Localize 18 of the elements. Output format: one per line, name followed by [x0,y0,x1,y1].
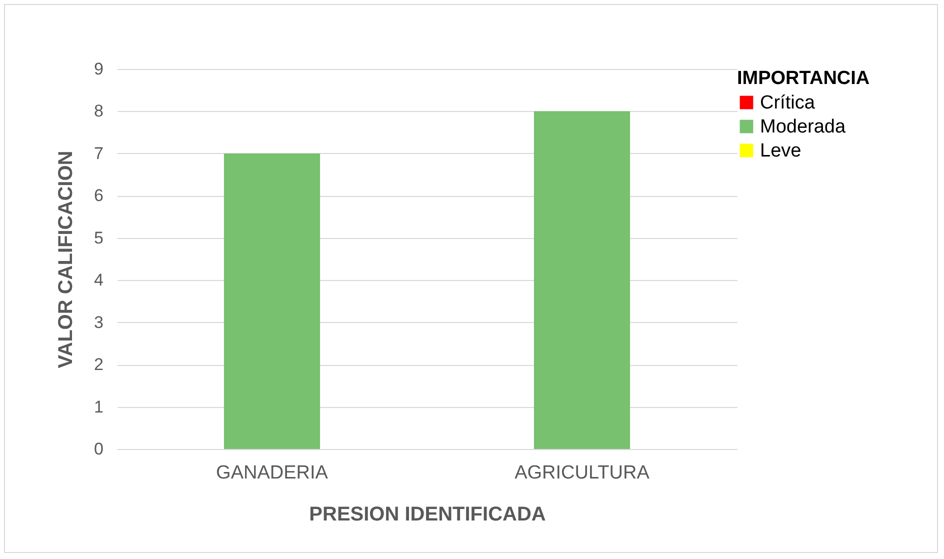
y-tick-label: 7 [94,144,104,163]
x-axis-title: PRESION IDENTIFICADA [309,504,546,526]
legend-label: Moderada [760,116,846,138]
legend-label: Leve [760,140,802,162]
y-tick-label: 3 [94,312,104,332]
y-tick-label: 8 [94,102,104,121]
x-tick-label: GANADERIA [216,462,328,484]
y-tick-label: 0 [94,440,104,458]
y-tick-label: 2 [94,355,104,374]
y-tick-label: 1 [94,397,104,416]
y-tick-label: 5 [94,228,104,248]
y-axis-title: VALOR CALIFICACION [55,150,78,368]
y-tick-label: 9 [94,60,104,78]
y-tick-label: 6 [94,186,104,206]
x-tick-label: AGRICULTURA [514,462,650,484]
legend-title: IMPORTANCIA [737,68,870,89]
y-tick-label: 4 [94,270,104,290]
legend-label: Crítica [760,92,816,114]
